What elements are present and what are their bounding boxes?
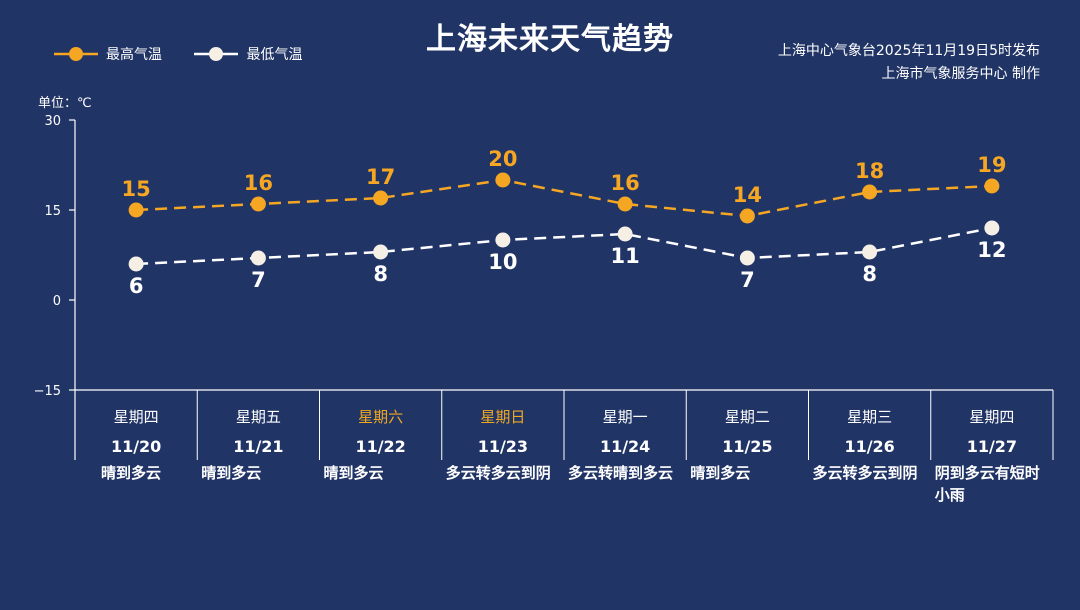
weekday-label: 星期六 (358, 408, 403, 426)
low-point (862, 244, 878, 260)
legend-high: 最高气温 (54, 44, 162, 64)
low-value-label: 7 (740, 268, 755, 292)
high-point (617, 196, 633, 212)
weather-description: 多云转多云到阴 (812, 464, 918, 482)
legend-low: 最低气温 (194, 44, 302, 64)
weather-description: 阴到多云有短时小雨 (934, 464, 1040, 504)
high-point (373, 190, 389, 206)
weekday-label: 星期五 (236, 408, 281, 426)
weather-description: 晴到多云 (323, 464, 384, 482)
y-tick-label: 30 (44, 114, 61, 129)
weather-description: 多云转晴到多云 (568, 464, 674, 482)
date-label: 11/25 (722, 437, 772, 456)
high-line (136, 178, 992, 218)
high-value-label: 16 (244, 171, 273, 195)
low-value-label: 10 (488, 250, 517, 274)
low-point (250, 250, 266, 266)
low-point (739, 250, 755, 266)
high-point (739, 208, 755, 224)
weekday-label: 星期三 (847, 408, 892, 426)
weekday-label: 星期一 (603, 408, 648, 426)
high-value-label: 14 (733, 183, 762, 207)
high-value-label: 19 (977, 153, 1006, 177)
high-value-label: 20 (488, 147, 517, 171)
low-point (984, 220, 1000, 236)
low-point (495, 232, 511, 248)
high-value-label: 17 (366, 165, 395, 189)
low-point (128, 256, 144, 272)
low-value-label: 8 (862, 262, 877, 286)
high-point (495, 172, 511, 188)
source-info: 上海中心气象台2025年11月19日5时发布 上海市气象服务中心 制作 (778, 40, 1040, 86)
date-label: 11/23 (478, 437, 528, 456)
legend: 最高气温 最低气温 (54, 44, 330, 66)
high-point (128, 202, 144, 218)
high-point (250, 196, 266, 212)
high-point (984, 178, 1000, 194)
weather-description: 晴到多云 (690, 464, 751, 482)
low-value-label: 6 (129, 274, 144, 298)
low-line (136, 226, 993, 266)
legend-high-label: 最高气温 (106, 47, 162, 63)
high-point (862, 184, 878, 200)
chart-title: 上海未来天气趋势 (426, 22, 674, 57)
source-line-1: 上海中心气象台2025年11月19日5时发布 (777, 43, 1040, 59)
low-point (373, 244, 389, 260)
weather-description: 多云转多云到阴 (445, 464, 551, 482)
date-label: 11/21 (233, 437, 283, 456)
y-tick-label: 15 (44, 204, 61, 219)
date-label: 11/26 (844, 437, 894, 456)
y-tick-label: 0 (53, 294, 61, 309)
high-value-label: 18 (855, 159, 884, 183)
low-value-label: 11 (611, 244, 640, 268)
weather-description: 晴到多云 (101, 464, 162, 482)
source-line-2: 上海市气象服务中心 制作 (881, 66, 1040, 82)
high-value-label: 15 (122, 177, 151, 201)
legend-high-marker-icon (54, 47, 98, 61)
date-label: 11/20 (111, 437, 161, 456)
unit-label: 单位：℃ (38, 96, 92, 111)
low-value-label: 12 (977, 238, 1006, 262)
date-label: 11/22 (355, 437, 405, 456)
weather-description: 晴到多云 (201, 464, 262, 482)
date-label: 11/24 (600, 437, 650, 456)
legend-low-label: 最低气温 (246, 47, 303, 63)
low-point (617, 226, 633, 242)
weekday-label: 星期二 (725, 408, 770, 426)
weekday-label: 星期日 (480, 408, 525, 426)
high-value-label: 16 (611, 171, 640, 195)
weekday-label: 星期四 (114, 408, 159, 426)
low-value-label: 7 (251, 268, 266, 292)
date-label: 11/27 (967, 437, 1017, 456)
legend-low-marker-icon (194, 47, 239, 61)
weekday-label: 星期四 (969, 408, 1014, 426)
y-tick-label: −15 (34, 384, 61, 399)
low-value-label: 8 (373, 262, 388, 286)
